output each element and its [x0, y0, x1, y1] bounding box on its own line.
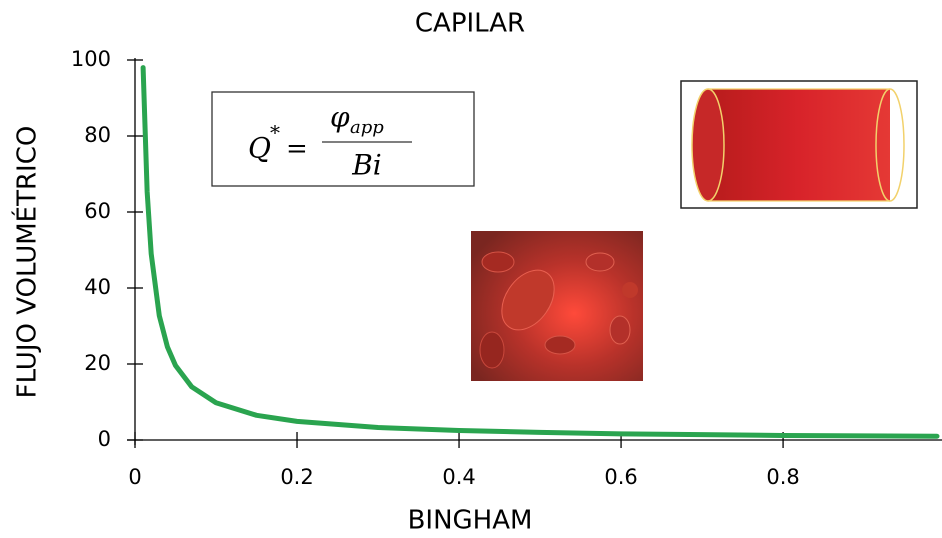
- x-tick-label: 0.4: [442, 465, 475, 489]
- y-tick-label: 20: [84, 351, 111, 375]
- y-tick-label: 100: [71, 47, 111, 71]
- eq-denominator: Bi: [351, 149, 382, 182]
- eq-numerator-sub: app: [350, 117, 384, 138]
- eq-sign: =: [286, 134, 308, 164]
- y-axis-label: FLUJO VOLUMÉTRICO: [11, 126, 43, 399]
- cylinder-image: [681, 81, 917, 208]
- chart-title: CAPILAR: [415, 9, 525, 39]
- x-tick-label: 0.6: [604, 465, 637, 489]
- y-tick-label: 40: [84, 275, 111, 299]
- eq-numerator: φ: [330, 101, 350, 134]
- x-tick-label: 0.8: [766, 465, 799, 489]
- blood-cells-image: [471, 231, 643, 381]
- x-tick-label: 0.2: [280, 465, 313, 489]
- y-tick-label: 60: [84, 199, 111, 223]
- eq-lhs: Q: [248, 132, 271, 165]
- y-tick-label: 0: [98, 427, 111, 451]
- eq-sup: *: [270, 121, 280, 145]
- chart: CAPILAR BINGHAM FLUJO VOLUMÉTRICO Q * = …: [0, 0, 942, 538]
- x-tick-label: 0: [128, 465, 141, 489]
- equation-box: Q * = φ app Bi: [212, 92, 474, 186]
- y-tick-label: 80: [84, 123, 111, 147]
- x-axis-label: BINGHAM: [408, 506, 533, 536]
